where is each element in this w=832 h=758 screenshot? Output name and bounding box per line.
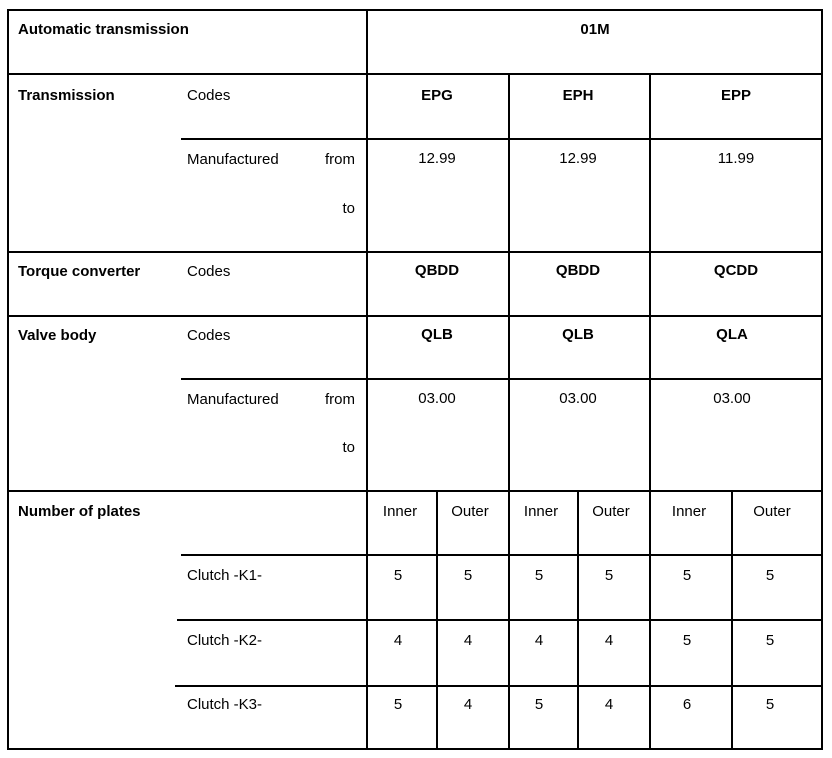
clutch-row-label: Clutch -K2- — [187, 632, 263, 649]
manufactured-label: Manufactured — [187, 391, 279, 408]
divider — [7, 73, 823, 75]
codes-label: Codes — [187, 327, 231, 344]
plate-count-cell: 5 — [534, 567, 544, 584]
clutch-row-label: Clutch -K1- — [187, 567, 263, 584]
plate-count-cell: 5 — [682, 632, 692, 649]
header-label: Automatic transmission — [18, 21, 189, 38]
divider — [7, 251, 823, 253]
code-cell: QLA — [716, 326, 748, 343]
valve-body-label: Valve body — [18, 327, 97, 344]
from-label: from — [325, 391, 355, 408]
plate-count-cell: 5 — [393, 696, 403, 713]
plate-count-cell: 5 — [393, 567, 403, 584]
header-value: 01M — [580, 21, 610, 38]
plates-column-header: Inner — [382, 503, 418, 520]
date-cell: 12.99 — [559, 150, 597, 167]
plate-count-cell: 4 — [534, 632, 544, 649]
plate-count-cell: 6 — [682, 696, 692, 713]
date-cell: 12.99 — [418, 150, 456, 167]
code-cell: EPP — [720, 87, 752, 104]
plate-count-cell: 4 — [463, 696, 473, 713]
code-cell: QLB — [421, 326, 453, 343]
divider — [177, 619, 823, 621]
plates-column-header: Outer — [451, 503, 489, 520]
divider — [181, 554, 823, 556]
border-top — [7, 9, 823, 11]
plate-count-cell: 5 — [765, 696, 775, 713]
plate-count-cell: 4 — [604, 696, 614, 713]
code-cell: QLB — [562, 326, 594, 343]
code-cell: QBDD — [555, 262, 601, 279]
divider — [7, 315, 823, 317]
divider — [649, 73, 651, 750]
plate-count-cell: 5 — [534, 696, 544, 713]
plates-column-header: Outer — [753, 503, 791, 520]
code-cell: QCDD — [713, 262, 759, 279]
plate-count-cell: 5 — [765, 567, 775, 584]
date-cell: 03.00 — [713, 390, 751, 407]
code-cell: EPH — [562, 87, 594, 104]
to-label: to — [342, 200, 355, 217]
clutch-row-label: Clutch -K3- — [187, 696, 263, 713]
code-cell: QBDD — [414, 262, 460, 279]
plates-column-header: Outer — [592, 503, 630, 520]
divider — [181, 138, 823, 140]
plate-count-cell: 4 — [463, 632, 473, 649]
plate-count-cell: 5 — [765, 632, 775, 649]
divider — [175, 685, 823, 687]
torque-converter-label: Torque converter — [18, 263, 141, 280]
plate-count-cell: 4 — [604, 632, 614, 649]
to-label: to — [342, 439, 355, 456]
divider — [508, 73, 510, 750]
border-left — [7, 9, 9, 750]
plates-column-header: Inner — [671, 503, 707, 520]
divider — [7, 490, 823, 492]
code-cell: EPG — [421, 87, 453, 104]
codes-label: Codes — [187, 87, 231, 104]
transmission-label: Transmission — [18, 87, 115, 104]
plate-count-cell: 5 — [604, 567, 614, 584]
plate-count-cell: 5 — [682, 567, 692, 584]
plate-count-cell: 5 — [463, 567, 473, 584]
manufactured-label: Manufactured — [187, 151, 279, 168]
plates-column-header: Inner — [523, 503, 559, 520]
plate-count-cell: 4 — [393, 632, 403, 649]
divider — [181, 378, 823, 380]
codes-label: Codes — [187, 263, 231, 280]
date-cell: 03.00 — [559, 390, 597, 407]
from-label: from — [325, 151, 355, 168]
plates-label: Number of plates — [18, 503, 141, 520]
date-cell: 11.99 — [717, 150, 755, 167]
border-bottom — [7, 748, 823, 750]
date-cell: 03.00 — [418, 390, 456, 407]
